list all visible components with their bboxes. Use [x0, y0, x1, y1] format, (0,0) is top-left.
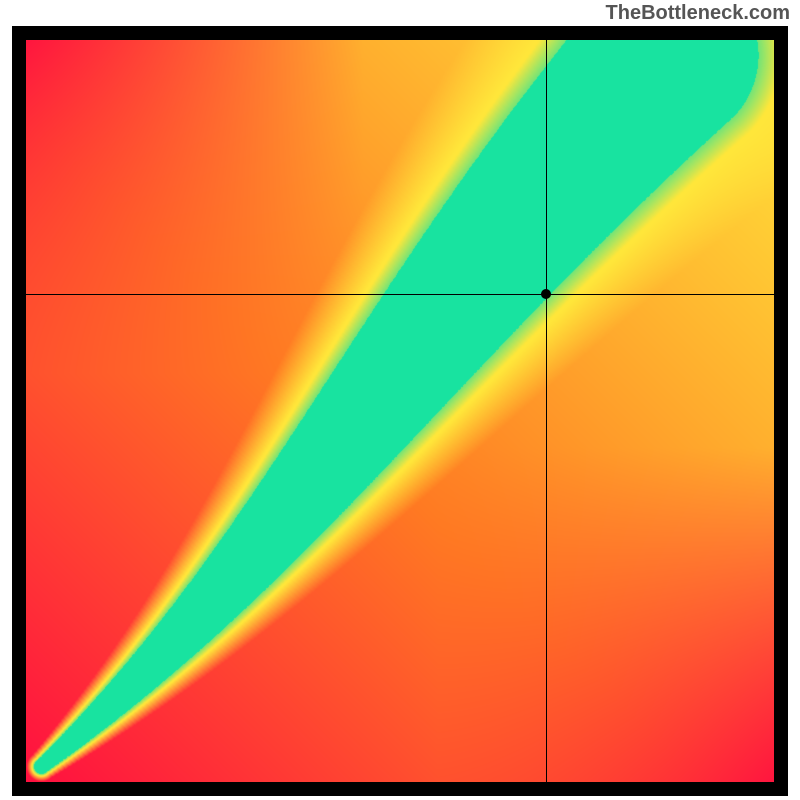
watermark-text: TheBottleneck.com [606, 2, 790, 25]
chart-container: TheBottleneck.com [0, 0, 800, 800]
selection-marker[interactable] [541, 289, 551, 299]
bottleneck-heatmap [26, 40, 774, 782]
chart-frame [12, 26, 788, 796]
crosshair-vertical [546, 40, 547, 782]
crosshair-horizontal [26, 294, 774, 295]
